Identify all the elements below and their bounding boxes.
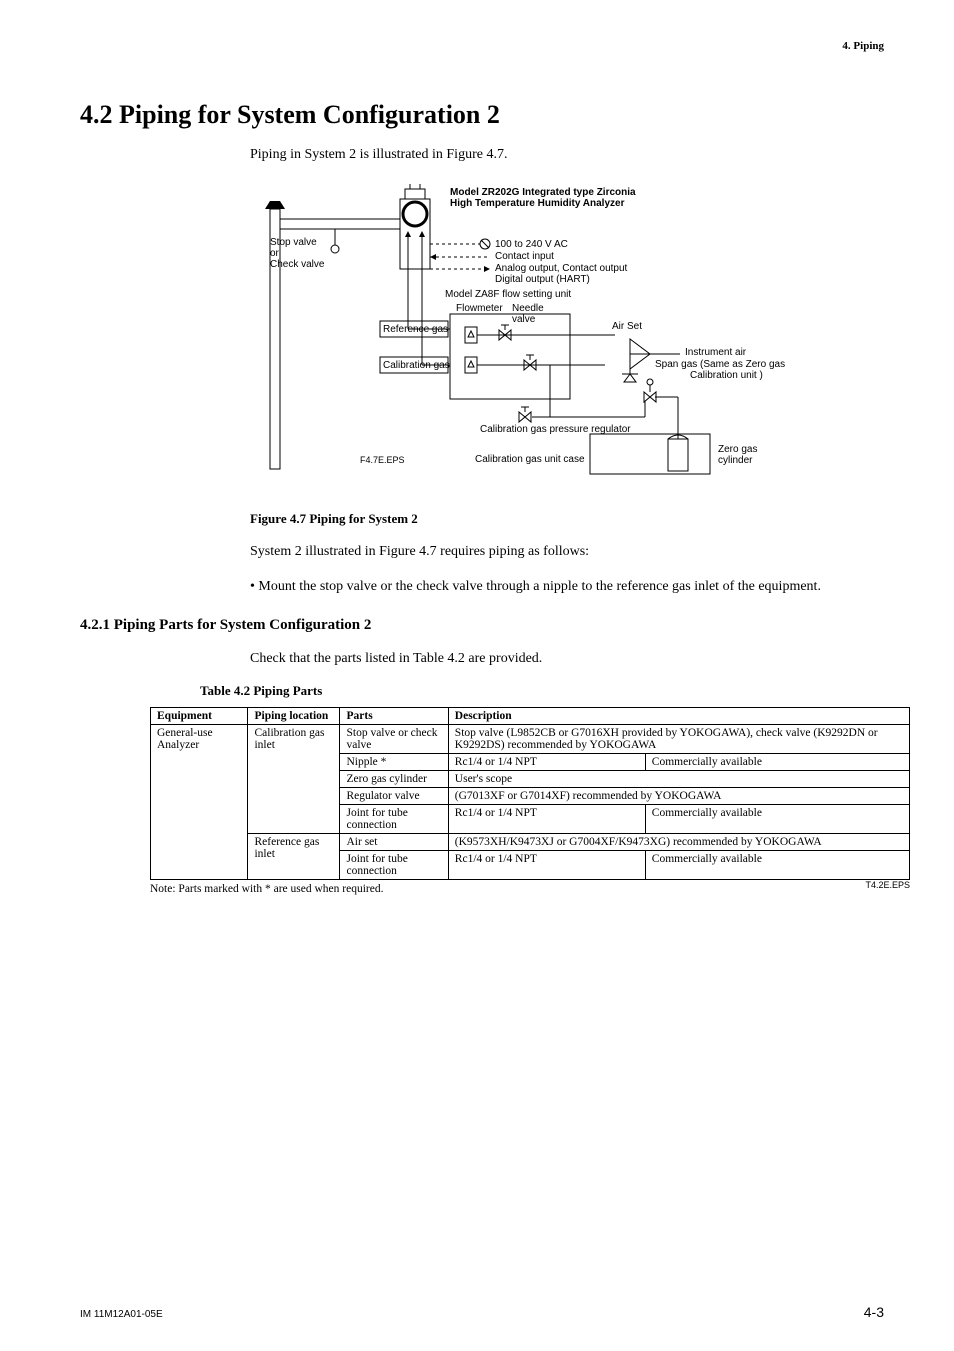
td-desc: User's scope (448, 771, 909, 788)
diagram-contact-input: Contact input (495, 251, 554, 262)
td-part: Nipple * (340, 754, 448, 771)
figure-caption: Figure 4.7 Piping for System 2 (250, 511, 884, 527)
diagram-calibration-gas: Calibration gas (383, 360, 450, 371)
post-figure-paragraph: System 2 illustrated in Figure 4.7 requi… (250, 541, 884, 562)
table-header-row: Equipment Piping location Parts Descript… (151, 708, 910, 725)
diagram-zero-gas: Zero gas cylinder (718, 444, 757, 466)
diagram-flowmeter: Flowmeter (456, 303, 503, 314)
footer-page-number: 4-3 (864, 1304, 884, 1320)
header-chapter: 4. Piping (842, 40, 884, 52)
diagram-cal-press: Calibration gas pressure regulator (480, 424, 631, 435)
diagram-flow-unit: Model ZA8F flow setting unit (445, 289, 571, 300)
td-desc-r: Commercially available (645, 805, 909, 834)
footer-doc-id: IM 11M12A01-05E (80, 1309, 163, 1320)
td-location-ref: Reference gas inlet (248, 834, 340, 880)
table-caption: Table 4.2 Piping Parts (200, 683, 884, 699)
th-equipment: Equipment (151, 708, 248, 725)
th-piping-location: Piping location (248, 708, 340, 725)
td-desc-r: Commercially available (645, 754, 909, 771)
diagram-needle-valve: Needle valve (512, 303, 544, 325)
td-part: Joint for tube connection (340, 805, 448, 834)
table-row: General-use Analyzer Calibration gas inl… (151, 725, 910, 754)
subsection-title: 4.2.1 Piping Parts for System Configurat… (80, 617, 884, 634)
page: 4. Piping 4.2 Piping for System Configur… (0, 0, 954, 1350)
diagram-reference-gas: Reference gas (383, 324, 448, 335)
diagram-ac-label: 100 to 240 V AC (495, 239, 568, 250)
diagram-cal-unit: Calibration unit ) (690, 370, 763, 381)
piping-parts-table: Equipment Piping location Parts Descript… (150, 707, 910, 880)
td-desc-l: Rc1/4 or 1/4 NPT (448, 851, 645, 880)
table-note: Note: Parts marked with * are used when … (150, 883, 383, 895)
td-desc: (G7013XF or G7014XF) recommended by YOKO… (448, 788, 909, 805)
td-location-cal: Calibration gas inlet (248, 725, 340, 834)
th-parts: Parts (340, 708, 448, 725)
figure-4-7-diagram: Model ZR202G Integrated type Zirconia Hi… (250, 179, 810, 499)
td-part: Regulator valve (340, 788, 448, 805)
diagram-model-title: Model ZR202G Integrated type Zirconia Hi… (450, 187, 636, 209)
diagram-instrument-air: Instrument air (685, 347, 746, 358)
diagram-stop-valve-label: Stop valve or Check valve (270, 237, 324, 270)
diagram-digital-output: Digital output (HART) (495, 274, 590, 285)
td-part: Zero gas cylinder (340, 771, 448, 788)
td-desc: (K9573XH/K9473XJ or G7004XF/K9473XG) rec… (448, 834, 909, 851)
subsection-intro: Check that the parts listed in Table 4.2… (250, 648, 884, 669)
bullet-mount-valve: • Mount the stop valve or the check valv… (250, 576, 884, 597)
diagram-span-gas: Span gas (Same as Zero gas (655, 359, 785, 370)
td-part: Joint for tube connection (340, 851, 448, 880)
td-equipment: General-use Analyzer (151, 725, 248, 880)
th-description: Description (448, 708, 909, 725)
td-part: Air set (340, 834, 448, 851)
diagram-analog-output: Analog output, Contact output (495, 263, 627, 274)
table-eps-tag: T4.2E.EPS (865, 880, 910, 895)
table-row: Reference gas inlet Air set (K9573XH/K94… (151, 834, 910, 851)
td-desc-l: Rc1/4 or 1/4 NPT (448, 805, 645, 834)
td-part: Stop valve or check valve (340, 725, 448, 754)
td-desc: Stop valve (L9852CB or G7016XH provided … (448, 725, 909, 754)
diagram-cal-case: Calibration gas unit case (475, 454, 585, 465)
td-desc-r: Commercially available (645, 851, 909, 880)
td-desc-l: Rc1/4 or 1/4 NPT (448, 754, 645, 771)
intro-paragraph: Piping in System 2 is illustrated in Fig… (250, 144, 884, 165)
diagram-eps-tag: F4.7E.EPS (360, 455, 405, 465)
diagram-air-set: Air Set (612, 321, 642, 332)
section-title: 4.2 Piping for System Configuration 2 (80, 100, 884, 130)
